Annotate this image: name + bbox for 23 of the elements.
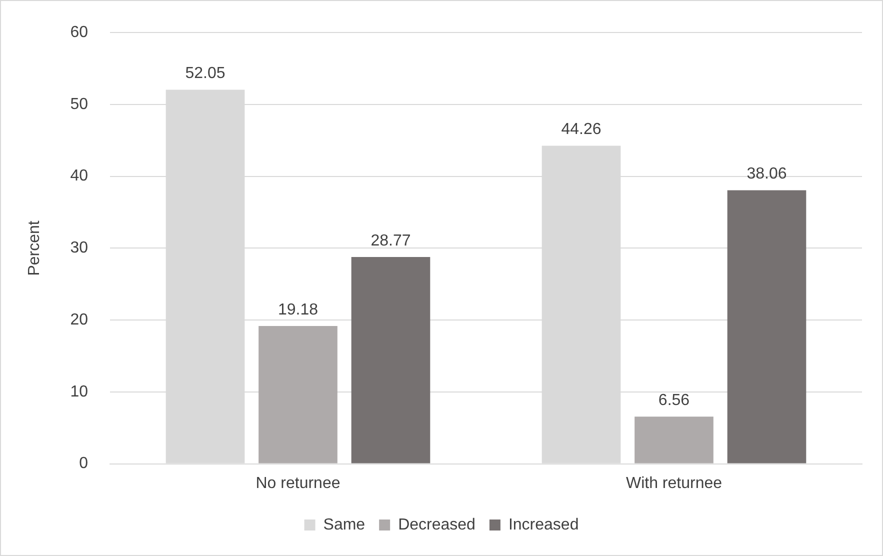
- y-tick-label: 0: [79, 455, 88, 472]
- y-axis-title: Percent: [26, 220, 44, 276]
- y-tick-label: 50: [70, 96, 88, 113]
- y-tick-label: 10: [70, 383, 88, 400]
- y-tick-label: 40: [70, 168, 88, 185]
- bar: [258, 326, 338, 464]
- data-label: 6.56: [658, 392, 690, 410]
- bar: [727, 190, 806, 464]
- legend-label: Decreased: [398, 516, 476, 534]
- data-label: 44.26: [561, 121, 602, 138]
- y-tick-label: 30: [70, 240, 88, 257]
- data-label: 52.05: [185, 65, 226, 82]
- data-label: 38.06: [746, 166, 787, 183]
- x-tick-label: No returnee: [256, 474, 340, 492]
- x-tick-label: With returnee: [626, 474, 722, 492]
- legend-label: Increased: [508, 516, 579, 534]
- legend-label: Same: [323, 516, 366, 534]
- data-label: 28.77: [370, 232, 411, 250]
- y-tick-label: 60: [70, 24, 88, 42]
- data-label: 19.18: [278, 301, 318, 318]
- bar: [634, 416, 714, 464]
- bar: [351, 257, 430, 464]
- y-tick-label: 20: [70, 311, 88, 328]
